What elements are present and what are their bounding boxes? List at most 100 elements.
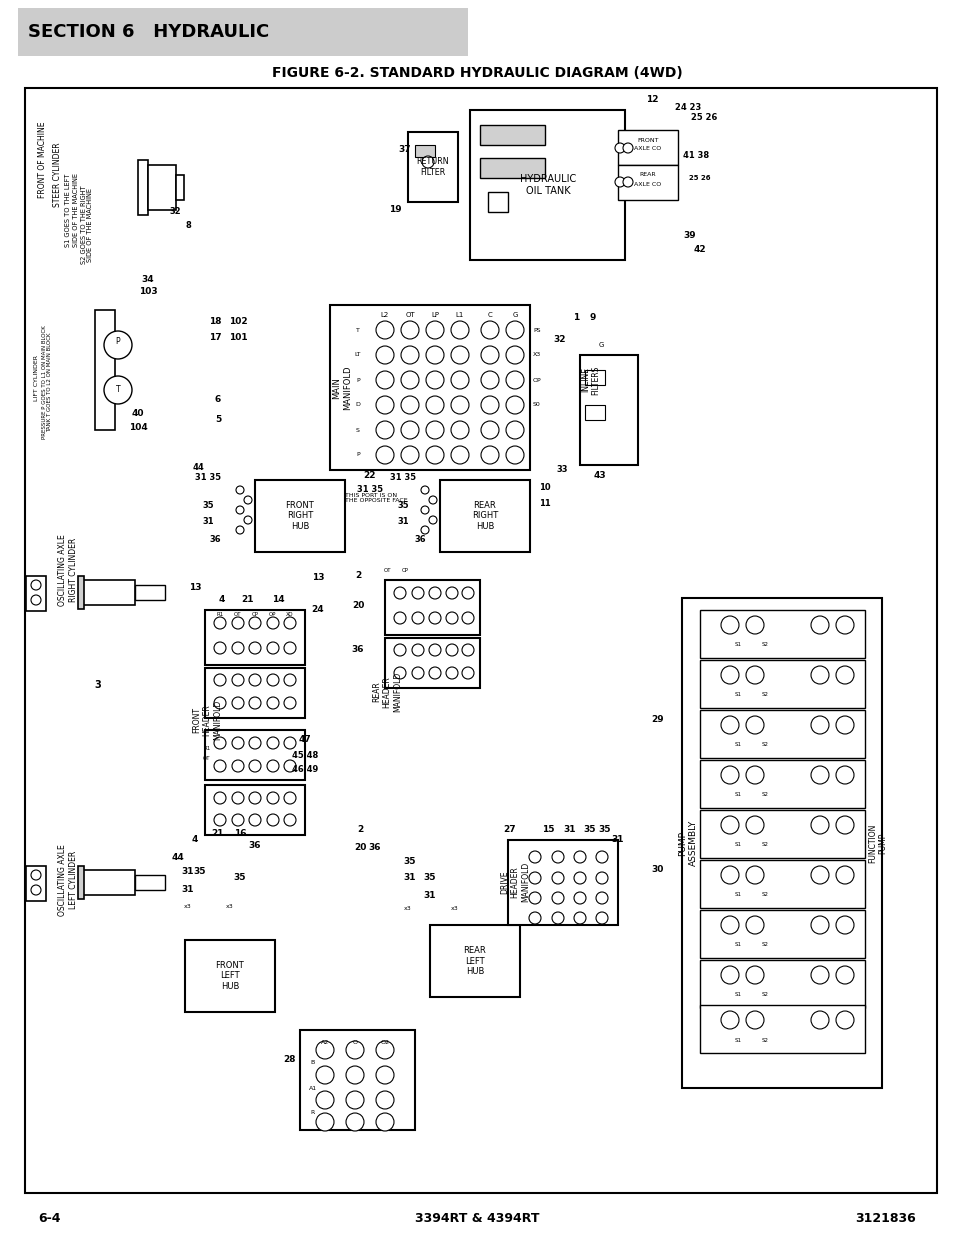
Text: R1: R1 [203,746,211,751]
Text: 31 35: 31 35 [356,485,383,494]
Circle shape [394,667,406,679]
Text: CP: CP [252,613,258,618]
Text: 33: 33 [556,466,567,474]
Circle shape [426,446,443,464]
Circle shape [835,866,853,884]
Text: PUMP
ASSEMBLY: PUMP ASSEMBLY [678,820,697,866]
Text: 31: 31 [611,836,623,845]
Text: STEER CYLINDER: STEER CYLINDER [52,143,61,207]
Circle shape [480,346,498,364]
Text: INLINE
FILTERS: INLINE FILTERS [580,366,600,395]
Circle shape [267,792,278,804]
Text: 31: 31 [563,825,576,835]
Circle shape [232,642,244,655]
Circle shape [745,816,763,834]
Bar [95,310,115,430]
Circle shape [461,613,474,624]
Text: 35: 35 [396,501,409,510]
Text: FIGURE 6-2. STANDARD HYDRAULIC DIAGRAM (4WD): FIGURE 6-2. STANDARD HYDRAULIC DIAGRAM (… [272,65,681,80]
Bar [18,7,468,56]
Text: 102: 102 [229,317,247,326]
Circle shape [426,421,443,438]
Circle shape [446,587,457,599]
Bar [579,354,638,466]
Text: REAR: REAR [639,173,656,178]
Circle shape [426,396,443,414]
Circle shape [420,506,429,514]
Bar [415,144,435,157]
Text: DRIVE
HEADER
MANIFOLD: DRIVE HEADER MANIFOLD [499,862,529,902]
Text: P: P [355,378,359,383]
Circle shape [284,760,295,772]
Circle shape [574,872,585,884]
Circle shape [284,674,295,685]
Circle shape [810,916,828,934]
Circle shape [30,885,41,895]
Text: 37: 37 [398,146,411,154]
Text: MAIN
MANIFOLD: MAIN MANIFOLD [332,366,352,410]
Circle shape [574,892,585,904]
Circle shape [835,816,853,834]
Circle shape [284,792,295,804]
Circle shape [810,616,828,634]
Circle shape [375,346,394,364]
Circle shape [400,321,418,338]
Bar [584,370,604,385]
Bar [80,580,135,605]
Circle shape [835,766,853,784]
Circle shape [835,616,853,634]
Text: x3: x3 [451,905,458,910]
Text: REAR
LEFT
HUB: REAR LEFT HUB [463,946,486,976]
Circle shape [232,618,244,629]
Text: R: R [311,1110,314,1115]
Text: OT: OT [384,568,392,573]
Text: S1: S1 [734,1037,740,1042]
Bar [700,710,864,758]
Circle shape [375,321,394,338]
Circle shape [412,587,423,599]
Text: OSCILLATING AXLE
LEFT CYLINDER: OSCILLATING AXLE LEFT CYLINDER [58,845,77,916]
Text: 35: 35 [193,867,206,877]
Text: 44: 44 [192,463,204,473]
Text: T: T [355,327,359,332]
Bar [26,866,46,902]
Text: TANK T GOES TO L2 ON MAIN BLOCK: TANK T GOES TO L2 ON MAIN BLOCK [48,332,52,432]
Circle shape [235,506,244,514]
Text: 35: 35 [423,872,436,882]
Text: S1: S1 [734,693,740,698]
Text: 36: 36 [414,536,425,545]
Circle shape [505,421,523,438]
Circle shape [446,667,457,679]
Circle shape [720,716,739,734]
Circle shape [720,916,739,934]
Circle shape [375,370,394,389]
Circle shape [720,766,739,784]
Text: 36: 36 [249,841,261,850]
Circle shape [394,587,406,599]
Bar [700,960,864,1008]
Text: B: B [311,1060,314,1065]
Bar [25,88,936,1193]
Circle shape [451,446,469,464]
Circle shape [596,911,607,924]
Circle shape [421,156,434,168]
Circle shape [232,674,244,685]
Bar [205,668,305,718]
Circle shape [346,1113,364,1131]
Text: 13: 13 [312,573,324,583]
Bar [80,869,135,895]
Circle shape [232,760,244,772]
Circle shape [552,851,563,863]
Bar [700,760,864,808]
Text: P: P [115,336,120,346]
Circle shape [412,667,423,679]
Circle shape [284,618,295,629]
Circle shape [810,816,828,834]
Bar [78,866,84,899]
Circle shape [213,760,226,772]
Circle shape [375,446,394,464]
Text: 24 23: 24 23 [674,104,700,112]
Text: 31: 31 [202,517,213,526]
Text: S2: S2 [760,893,768,898]
Circle shape [720,966,739,984]
